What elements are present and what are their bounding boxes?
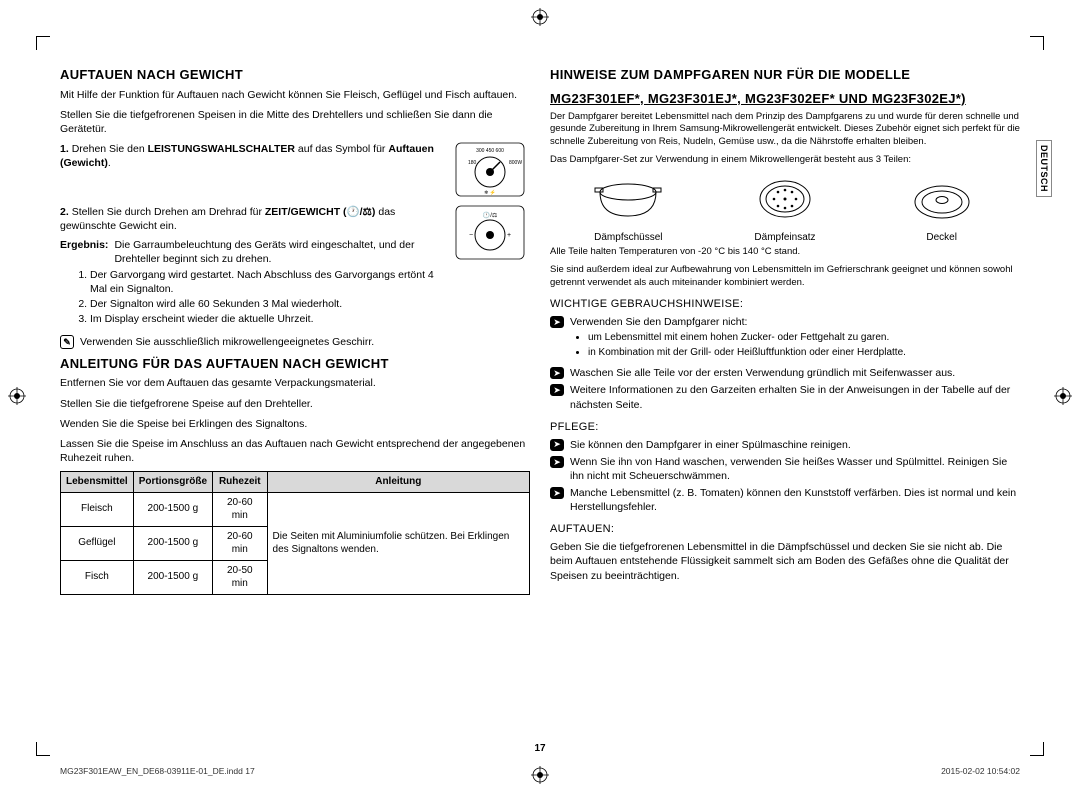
step-1-text-b: auf das Symbol für [295, 143, 388, 155]
th-food: Lebensmittel [61, 472, 134, 493]
care-1: Sie können den Dampfgarer in einer Spülm… [570, 438, 851, 452]
intro-para-2: Stellen Sie die tiefgefrorenen Speisen i… [60, 108, 530, 136]
arrow-icon: ➤ [550, 316, 564, 328]
reg-mark-top [531, 8, 549, 26]
usage-1: Verwenden Sie den Dampfgarer nicht: [570, 316, 747, 328]
steamer-lid: Deckel [907, 174, 977, 244]
subhead-care: PFLEGE: [550, 420, 1020, 435]
usage-3: Weitere Informationen zu den Garzeiten e… [570, 383, 1020, 411]
page-number: 17 [0, 743, 1080, 754]
step-1-text-c: . [108, 157, 111, 169]
step-1-bold-1: LEISTUNGSWAHLSCHALTER [148, 143, 295, 155]
language-tab: DEUTSCH [1036, 140, 1052, 197]
step-2-num: 2. [60, 206, 69, 218]
step-1-text-a: Drehen Sie den [72, 143, 148, 155]
left-column: AUFTAUEN NACH GEWICHT Mit Hilfe der Funk… [60, 60, 530, 740]
subhead-defrost: AUFTAUEN: [550, 522, 1020, 537]
usage-1b: in Kombination mit der Grill- oder Heißl… [588, 346, 906, 360]
steamer-tray: Dämpfeinsatz [750, 174, 820, 244]
result-label: Ergebnis: [60, 238, 108, 266]
crop-mark-tl [36, 36, 50, 50]
svg-text:800W: 800W [509, 160, 522, 166]
steam-intro-2: Das Dampfgarer-Set zur Verwendung in ein… [550, 154, 1020, 166]
reg-mark-left [8, 387, 26, 405]
defrost-text: Geben Sie die tiefgefrorenen Lebensmitte… [550, 540, 1020, 583]
guide-1: Entfernen Sie vor dem Auftauen das gesam… [60, 376, 530, 390]
footer-date: 2015-02-02 10:54:02 [941, 766, 1020, 776]
guide-3: Wenden Sie die Speise bei Erklingen des … [60, 417, 530, 431]
note-cookware: ✎ Verwenden Sie ausschließlich mikrowell… [60, 335, 530, 349]
heading-defrost-by-weight: AUFTAUEN NACH GEWICHT [60, 66, 530, 84]
usage-1a: um Lebensmittel mit einem hohen Zucker- … [588, 331, 906, 345]
usage-2: Waschen Sie alle Teile vor der ersten Ve… [570, 366, 955, 380]
sub-2: Der Signalton wird alle 60 Sekunden 3 Ma… [90, 297, 442, 311]
reg-mark-right [1054, 387, 1072, 405]
arrow-icon: ➤ [550, 456, 564, 468]
guide-2: Stellen Sie die tiefgefrorene Speise auf… [60, 397, 530, 411]
step-2: 2. Stellen Sie durch Drehen am Drehrad f… [60, 205, 530, 330]
step-1: 1. Drehen Sie den LEISTUNGSWAHLSCHALTER … [60, 142, 530, 201]
power-dial-icon: 300 450 600 180 800W ❄ ⚡ [450, 142, 530, 201]
heading-defrost-guide: ANLEITUNG FÜR DAS AUFTAUEN NACH GEWICHT [60, 355, 530, 373]
result-sublist: Der Garvorgang wird gestartet. Nach Absc… [80, 268, 442, 327]
steam-intro-1: Der Dampfgarer bereitet Lebensmittel nac… [550, 111, 1020, 148]
arrow-icon: ➤ [550, 439, 564, 451]
svg-text:❄ ⚡: ❄ ⚡ [484, 189, 496, 196]
note-text: Verwenden Sie ausschließlich mikrowellen… [80, 335, 374, 349]
temp-note: Alle Teile halten Temperaturen von -20 °… [550, 246, 1020, 258]
result-block: Ergebnis: Die Garraumbeleuchtung des Ger… [60, 238, 442, 266]
td-instruction: Die Seiten mit Aluminiumfolie schützen. … [267, 492, 529, 594]
steamer-bowl: Dämpfschüssel [593, 174, 663, 244]
note-icon: ✎ [60, 335, 74, 349]
guide-4: Lassen Sie die Speise im Anschluss an da… [60, 437, 530, 465]
subhead-usage: WICHTIGE GEBRAUCHSHINWEISE: [550, 297, 1020, 312]
svg-text:300 450 600: 300 450 600 [476, 148, 504, 154]
care-2: Wenn Sie ihn von Hand waschen, verwenden… [570, 455, 1020, 483]
th-rest: Ruhezeit [213, 472, 268, 493]
th-portion: Portionsgröße [133, 472, 212, 493]
arrow-icon: ➤ [550, 487, 564, 499]
store-note: Sie sind außerdem ideal zur Aufbewahrung… [550, 264, 1020, 289]
heading-steam-a: HINWEISE ZUM DAMPFGAREN NUR FÜR DIE MODE… [550, 66, 1020, 84]
page-content: AUFTAUEN NACH GEWICHT Mit Hilfe der Funk… [60, 60, 1020, 740]
heading-steam-b: MG23F301EF*, MG23F301EJ*, MG23F302EF* UN… [550, 90, 1020, 108]
time-weight-dial-icon: 🕐/⚖ − + [450, 205, 530, 330]
svg-text:−: − [469, 232, 473, 239]
table-row: Fleisch 200-1500 g 20-60 min Die Seiten … [61, 492, 530, 526]
step-1-num: 1. [60, 143, 69, 155]
svg-text:🕐/⚖: 🕐/⚖ [483, 211, 498, 219]
result-text: Die Garraumbeleuchtung des Geräts wird e… [114, 238, 442, 266]
arrow-icon: ➤ [550, 367, 564, 379]
care-3: Manche Lebensmittel (z. B. Tomaten) könn… [570, 486, 1020, 514]
svg-text:+: + [507, 232, 511, 239]
th-instruction: Anleitung [267, 472, 529, 493]
step-2-bold: ZEIT/GEWICHT (🕐/⚖) [265, 206, 376, 218]
steamer-parts-row: Dämpfschüssel Dämpfeinsatz Deckel [550, 174, 1020, 244]
intro-para-1: Mit Hilfe der Funktion für Auftauen nach… [60, 88, 530, 102]
svg-text:180: 180 [468, 160, 477, 166]
print-footer: MG23F301EAW_EN_DE68-03911E-01_DE.indd 17… [60, 766, 1020, 776]
footer-file: MG23F301EAW_EN_DE68-03911E-01_DE.indd 17 [60, 766, 255, 776]
arrow-icon: ➤ [550, 384, 564, 396]
sub-1: Der Garvorgang wird gestartet. Nach Absc… [90, 268, 442, 296]
defrost-table: Lebensmittel Portionsgröße Ruhezeit Anle… [60, 471, 530, 595]
sub-3: Im Display erscheint wieder die aktuelle… [90, 312, 442, 326]
right-column: HINWEISE ZUM DAMPFGAREN NUR FÜR DIE MODE… [550, 60, 1020, 740]
step-2-text-a: Stellen Sie durch Drehen am Drehrad für [72, 206, 265, 218]
crop-mark-tr [1030, 36, 1044, 50]
